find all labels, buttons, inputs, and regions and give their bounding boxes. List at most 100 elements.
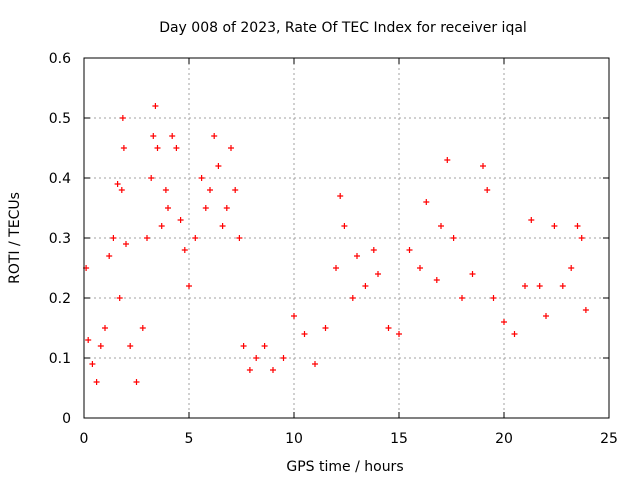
- data-point: [97, 343, 104, 349]
- data-point: [110, 235, 117, 241]
- data-point: [215, 163, 222, 169]
- y-tick-label: 0.6: [49, 51, 71, 67]
- data-point: [144, 235, 150, 241]
- data-point: [261, 343, 268, 349]
- data-point: [154, 145, 161, 151]
- y-tick-label: 0.4: [49, 171, 71, 187]
- x-tick-label: 15: [390, 431, 408, 447]
- data-point: [181, 247, 188, 253]
- data-point: [165, 205, 171, 211]
- y-axis-label: ROTI / TECUs: [7, 192, 23, 284]
- data-point: [501, 319, 507, 325]
- data-point: [423, 199, 430, 205]
- grid-lines: [84, 58, 609, 418]
- data-point: [574, 223, 581, 229]
- data-point: [169, 133, 176, 139]
- data-point: [536, 283, 543, 289]
- data-point: [543, 313, 549, 319]
- data-point: [444, 157, 451, 163]
- data-point: [173, 145, 180, 151]
- data-point: [333, 265, 339, 271]
- data-point: [148, 175, 155, 181]
- data-point: [198, 175, 205, 181]
- data-point: [528, 217, 535, 223]
- data-point: [375, 271, 381, 277]
- data-point: [139, 325, 146, 331]
- data-point: [186, 283, 192, 289]
- data-point: [406, 247, 413, 253]
- data-point: [341, 223, 348, 229]
- data-point: [162, 187, 169, 193]
- data-point: [349, 295, 356, 301]
- data-point: [150, 133, 157, 139]
- data-point: [354, 253, 360, 259]
- data-point: [362, 283, 369, 289]
- data-point: [219, 223, 226, 229]
- data-point: [270, 367, 276, 373]
- data-point: [93, 379, 100, 385]
- data-point: [322, 325, 329, 331]
- data-point: [246, 367, 253, 373]
- data-point: [396, 331, 402, 337]
- data-point: [551, 223, 558, 229]
- data-point: [582, 307, 589, 313]
- data-point: [291, 313, 297, 319]
- data-point: [89, 361, 96, 367]
- data-point: [119, 115, 126, 121]
- x-tick-label: 5: [185, 431, 194, 447]
- data-point: [337, 193, 344, 199]
- data-point: [240, 343, 247, 349]
- data-point: [370, 247, 377, 253]
- data-point: [480, 163, 486, 169]
- x-axis-label: GPS time / hours: [286, 459, 403, 475]
- data-point: [133, 379, 140, 385]
- y-tick-label: 0.5: [49, 111, 71, 127]
- data-point: [85, 337, 92, 343]
- data-point: [484, 187, 491, 193]
- data-point: [120, 145, 127, 151]
- data-point: [127, 343, 134, 349]
- data-point: [202, 205, 209, 211]
- data-point: [385, 325, 392, 331]
- data-point: [301, 331, 308, 337]
- data-point: [469, 271, 476, 277]
- data-point: [236, 235, 243, 241]
- x-tick-label: 0: [80, 431, 89, 447]
- data-point: [312, 361, 318, 367]
- chart-title: Day 008 of 2023, Rate Of TEC Index for r…: [159, 20, 527, 36]
- data-point: [578, 235, 585, 241]
- data-point: [522, 283, 528, 289]
- data-point: [417, 265, 423, 271]
- x-tick-label: 25: [600, 431, 618, 447]
- y-axis-ticks: 0 0.1 0.2 0.3 0.4 0.5 0.6: [49, 51, 609, 427]
- data-point: [123, 241, 129, 247]
- data-point: [228, 145, 234, 151]
- data-points: [83, 103, 589, 385]
- data-point: [211, 133, 218, 139]
- data-point: [433, 277, 440, 283]
- data-point: [118, 187, 125, 193]
- data-point: [559, 283, 566, 289]
- data-point: [102, 325, 108, 331]
- data-point: [253, 355, 260, 361]
- data-point: [223, 205, 230, 211]
- x-tick-label: 10: [285, 431, 303, 447]
- y-tick-label: 0.1: [49, 351, 71, 367]
- data-point: [152, 103, 159, 109]
- x-tick-label: 20: [495, 431, 513, 447]
- data-point: [114, 181, 121, 187]
- data-point: [280, 355, 287, 361]
- data-point: [232, 187, 239, 193]
- data-point: [207, 187, 213, 193]
- data-point: [438, 223, 444, 229]
- data-point: [490, 295, 497, 301]
- x-axis-ticks: 0 5 10 15 20 25: [80, 58, 618, 447]
- data-point: [192, 235, 199, 241]
- data-point: [568, 265, 575, 271]
- y-tick-label: 0: [62, 411, 71, 427]
- data-point: [116, 295, 123, 301]
- data-point: [511, 331, 518, 337]
- y-tick-label: 0.3: [49, 231, 71, 247]
- data-point: [177, 217, 184, 223]
